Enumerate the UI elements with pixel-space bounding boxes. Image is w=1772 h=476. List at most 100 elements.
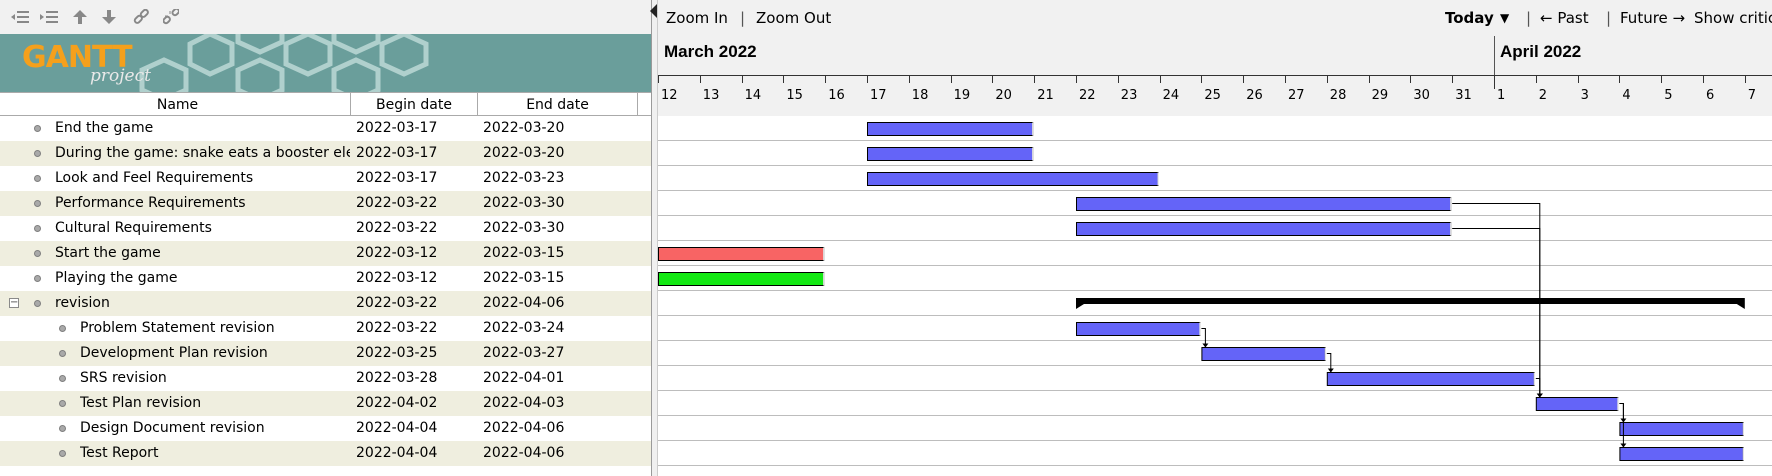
task-row[interactable]: Design Document revision 2022-04-04 2022-0… xyxy=(0,416,651,441)
task-bar[interactable] xyxy=(658,272,825,286)
task-end-date[interactable]: 2022-03-20 xyxy=(483,145,565,161)
task-end-date[interactable]: 2022-03-27 xyxy=(483,345,565,361)
task-end-date[interactable]: 2022-03-15 xyxy=(483,245,565,261)
today-button[interactable]: Today xyxy=(1445,9,1494,27)
task-bar[interactable] xyxy=(1076,197,1452,211)
collapse-arrow-icon[interactable] xyxy=(650,4,657,18)
task-begin-date[interactable]: 2022-04-04 xyxy=(356,445,438,461)
task-begin-date[interactable]: 2022-03-17 xyxy=(356,170,438,186)
indent-icon[interactable] xyxy=(38,7,60,27)
column-header-name[interactable]: Name xyxy=(5,93,351,116)
unindent-icon[interactable] xyxy=(9,7,31,27)
task-begin-date[interactable]: 2022-03-22 xyxy=(356,195,438,211)
task-end-date[interactable]: 2022-03-23 xyxy=(483,170,565,186)
zoom-out-button[interactable]: Zoom Out xyxy=(756,9,832,27)
task-bullet-icon xyxy=(59,375,66,382)
task-bar[interactable] xyxy=(1201,347,1326,361)
task-bar[interactable] xyxy=(1535,397,1619,411)
task-name[interactable]: Start the game xyxy=(55,245,161,261)
day-label: 22 xyxy=(1079,88,1096,103)
task-begin-date[interactable]: 2022-03-22 xyxy=(356,320,438,336)
task-end-date[interactable]: 2022-04-06 xyxy=(483,445,565,461)
task-begin-date[interactable]: 2022-03-12 xyxy=(356,245,438,261)
collapse-toggle-icon[interactable]: − xyxy=(9,297,19,308)
task-end-date[interactable]: 2022-04-06 xyxy=(483,295,565,311)
move-down-icon[interactable] xyxy=(98,7,120,27)
task-begin-date[interactable]: 2022-03-17 xyxy=(356,145,438,161)
task-end-date[interactable]: 2022-03-15 xyxy=(483,270,565,286)
task-begin-date[interactable]: 2022-03-22 xyxy=(356,220,438,236)
task-name[interactable]: During the game: snake eats a booster el… xyxy=(55,145,350,161)
today-dropdown-icon[interactable]: ▼ xyxy=(1500,11,1510,25)
task-bar[interactable] xyxy=(1326,372,1535,386)
task-row[interactable]: During the game: snake eats a booster el… xyxy=(0,141,651,166)
task-row[interactable]: Test Report 2022-04-04 2022-04-06 xyxy=(0,441,651,466)
past-button[interactable]: ← Past xyxy=(1540,9,1589,27)
task-name[interactable]: Development Plan revision xyxy=(80,345,268,361)
task-begin-date[interactable]: 2022-04-02 xyxy=(356,395,438,411)
logo-subtitle: project xyxy=(90,66,151,86)
task-end-date[interactable]: 2022-03-20 xyxy=(483,120,565,136)
column-header-end-date[interactable]: End date xyxy=(478,93,638,116)
task-bar[interactable] xyxy=(1076,222,1452,236)
task-table-header: Name Begin date End date xyxy=(0,92,651,116)
task-bar[interactable] xyxy=(867,147,1034,161)
task-end-date[interactable]: 2022-03-24 xyxy=(483,320,565,336)
task-begin-date[interactable]: 2022-03-25 xyxy=(356,345,438,361)
task-row[interactable]: Problem Statement revision 2022-03-22 2022… xyxy=(0,316,651,341)
panel-divider[interactable] xyxy=(652,0,658,476)
task-bar[interactable] xyxy=(867,172,1159,186)
task-name[interactable]: Design Document revision xyxy=(80,420,265,436)
task-name[interactable]: Test Plan revision xyxy=(80,395,202,411)
task-row[interactable]: Cultural Requirements 2022-03-22 2022-03-3… xyxy=(0,216,651,241)
task-name[interactable]: Problem Statement revision xyxy=(80,320,275,336)
task-end-date[interactable]: 2022-04-01 xyxy=(483,370,565,386)
task-name[interactable]: Performance Requirements xyxy=(55,195,246,211)
task-bar[interactable] xyxy=(1619,447,1744,461)
day-label: 17 xyxy=(870,88,887,103)
summary-bar[interactable] xyxy=(1076,298,1745,309)
future-button[interactable]: Future → xyxy=(1620,9,1686,27)
task-begin-date[interactable]: 2022-04-04 xyxy=(356,420,438,436)
unlink-icon[interactable] xyxy=(160,7,182,27)
task-end-date[interactable]: 2022-04-06 xyxy=(483,420,565,436)
task-name[interactable]: Playing the game xyxy=(55,270,178,286)
task-bar[interactable] xyxy=(658,247,825,261)
task-row[interactable]: Start the game 2022-03-12 2022-03-15 xyxy=(0,241,651,266)
task-name[interactable]: Test Report xyxy=(80,445,159,461)
task-end-date[interactable]: 2022-04-03 xyxy=(483,395,565,411)
task-begin-date[interactable]: 2022-03-12 xyxy=(356,270,438,286)
task-row[interactable]: Performance Requirements 2022-03-22 2022-0… xyxy=(0,191,651,216)
task-name[interactable]: revision xyxy=(55,295,110,311)
dependency-arrow xyxy=(1326,353,1332,373)
task-end-date[interactable]: 2022-03-30 xyxy=(483,195,565,211)
task-end-date[interactable]: 2022-03-30 xyxy=(483,220,565,236)
task-row[interactable]: Look and Feel Requirements 2022-03-17 2022… xyxy=(0,166,651,191)
task-name[interactable]: Cultural Requirements xyxy=(55,220,212,236)
task-row[interactable]: Playing the game 2022-03-12 2022-03-15 xyxy=(0,266,651,291)
task-row[interactable]: − revision 2022-03-22 2022-04-06 xyxy=(0,291,651,316)
day-label: 23 xyxy=(1120,88,1138,103)
move-up-icon[interactable] xyxy=(69,7,91,27)
column-header-begin-date[interactable]: Begin date xyxy=(351,93,478,116)
task-bullet-icon xyxy=(34,225,41,232)
task-bar[interactable] xyxy=(1619,422,1744,436)
task-bullet-icon xyxy=(34,200,41,207)
task-row[interactable]: Test Plan revision 2022-04-02 2022-04-03 xyxy=(0,391,651,416)
task-bullet-icon xyxy=(59,350,66,357)
task-bar[interactable] xyxy=(1076,322,1201,336)
task-name[interactable]: SRS revision xyxy=(80,370,167,386)
task-begin-date[interactable]: 2022-03-28 xyxy=(356,370,438,386)
task-name[interactable]: Look and Feel Requirements xyxy=(55,170,254,186)
task-name[interactable]: End the game xyxy=(55,120,154,136)
zoom-in-button[interactable]: Zoom In xyxy=(666,9,728,27)
link-icon[interactable] xyxy=(130,7,152,27)
day-label: 19 xyxy=(953,88,971,103)
task-begin-date[interactable]: 2022-03-17 xyxy=(356,120,438,136)
show-critical-button[interactable]: Show critical xyxy=(1694,9,1772,27)
task-begin-date[interactable]: 2022-03-22 xyxy=(356,295,438,311)
task-row[interactable]: End the game 2022-03-17 2022-03-20 xyxy=(0,116,651,141)
task-row[interactable]: Development Plan revision 2022-03-25 2022-… xyxy=(0,341,651,366)
task-row[interactable]: SRS revision 2022-03-28 2022-04-01 xyxy=(0,366,651,391)
task-bar[interactable] xyxy=(867,122,1034,136)
